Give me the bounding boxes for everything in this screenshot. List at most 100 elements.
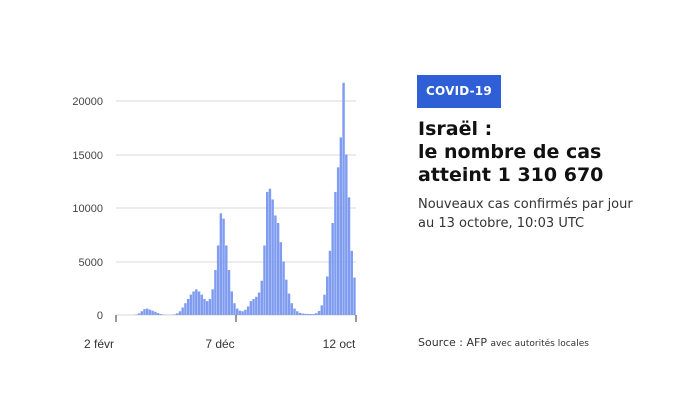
bar xyxy=(184,303,187,315)
bar xyxy=(334,191,337,315)
chart-subtitle: Nouveaux cas confirmés par jour au 13 oc… xyxy=(418,195,668,233)
source-detail: avec autorités locales xyxy=(490,339,589,349)
y-tick-label: 10000 xyxy=(72,203,103,215)
bar xyxy=(216,245,220,315)
bar xyxy=(347,197,351,315)
title-line: le nombre de cas xyxy=(418,141,602,163)
bar xyxy=(140,311,143,315)
x-axis: 2 févr 7 déc 12 oct xyxy=(84,315,357,351)
bar xyxy=(304,313,307,315)
bar xyxy=(214,270,217,315)
bar xyxy=(225,245,228,315)
bar xyxy=(306,313,310,315)
y-tick-label: 15000 xyxy=(72,150,103,162)
topic-badge: COVID-19 xyxy=(417,75,501,108)
bar xyxy=(323,294,326,315)
bar xyxy=(181,307,184,315)
bar xyxy=(148,309,152,315)
chart-title: Israël : le nombre de cas atteint 1 310 … xyxy=(418,118,668,187)
bar xyxy=(137,313,141,315)
bar xyxy=(159,314,163,315)
bar xyxy=(244,309,247,315)
bar xyxy=(315,313,318,315)
bar xyxy=(156,313,160,315)
bar xyxy=(151,310,154,315)
bar xyxy=(227,270,231,315)
bar xyxy=(350,250,353,315)
bar xyxy=(222,218,225,315)
title-line: Israël : xyxy=(418,118,493,140)
bar xyxy=(135,314,138,315)
bar xyxy=(203,298,206,315)
bar xyxy=(230,291,233,315)
bar xyxy=(317,310,321,315)
bar xyxy=(238,310,242,315)
source-label: Source : AFP xyxy=(418,336,487,349)
bar xyxy=(255,296,258,315)
bar xyxy=(287,293,291,315)
bar xyxy=(154,311,157,315)
bar xyxy=(186,298,190,315)
bar xyxy=(208,298,212,315)
bar xyxy=(290,303,293,315)
bar xyxy=(298,312,302,315)
bar xyxy=(178,311,182,315)
source-note: Source : AFP avec autorités locales xyxy=(418,336,589,349)
bar xyxy=(279,242,283,315)
title-line: atteint 1 310 670 xyxy=(418,164,604,186)
bar xyxy=(268,188,272,315)
y-tick-label: 20000 xyxy=(72,96,103,108)
bar xyxy=(342,82,345,315)
subtitle-line: Nouveaux cas confirmés par jour xyxy=(418,197,633,212)
subtitle-line: au 13 octobre, 10:03 UTC xyxy=(418,216,585,231)
bar xyxy=(326,276,329,315)
bar xyxy=(219,213,223,315)
x-tick-label: 12 oct xyxy=(323,337,356,351)
bar xyxy=(195,289,198,315)
x-tick-label: 2 févr xyxy=(84,337,114,351)
bar xyxy=(189,294,193,315)
bar xyxy=(241,311,244,315)
bar xyxy=(206,301,209,315)
bar xyxy=(276,222,280,315)
chart-grid xyxy=(116,100,356,316)
bar xyxy=(320,305,323,315)
bar xyxy=(236,308,239,315)
bar xyxy=(233,303,236,315)
bar xyxy=(257,292,261,315)
bar xyxy=(296,311,299,315)
x-tick-label: 7 déc xyxy=(205,337,234,351)
bar xyxy=(271,199,274,315)
bar xyxy=(249,301,253,315)
bar xyxy=(260,280,263,315)
bar xyxy=(336,167,340,315)
y-tick-label: 0 xyxy=(97,310,103,322)
bar xyxy=(274,215,277,315)
bar xyxy=(285,279,288,315)
bar xyxy=(173,314,176,315)
bar xyxy=(211,289,214,315)
bar xyxy=(345,154,348,315)
bar xyxy=(200,294,203,315)
bar xyxy=(192,291,195,315)
bar xyxy=(293,308,296,315)
bar xyxy=(197,291,201,315)
bar xyxy=(266,191,269,315)
bar xyxy=(252,298,255,315)
bar xyxy=(309,314,313,315)
y-tick-label: 5000 xyxy=(79,257,103,269)
bar xyxy=(146,308,149,315)
bar xyxy=(301,313,304,315)
bar xyxy=(143,309,146,315)
bar-series xyxy=(132,82,356,315)
bar xyxy=(263,245,266,315)
bar xyxy=(353,277,356,315)
bar xyxy=(328,250,332,315)
bar xyxy=(176,313,179,315)
bar xyxy=(339,137,343,315)
bar xyxy=(331,222,334,315)
bar xyxy=(312,313,315,315)
bar xyxy=(282,261,285,315)
y-axis-ticks: 20000 15000 10000 5000 0 xyxy=(72,96,103,322)
